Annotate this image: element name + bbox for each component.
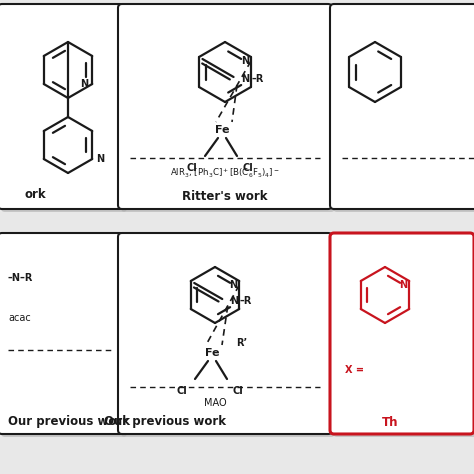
FancyBboxPatch shape <box>333 7 474 212</box>
Text: N: N <box>230 296 238 306</box>
Text: Ritter's work: Ritter's work <box>182 190 268 202</box>
Text: Th: Th <box>382 416 398 428</box>
Text: AlR$_3$, [Ph$_3$C]$^+$[B(C$_6$F$_5$)$_4$]$^-$: AlR$_3$, [Ph$_3$C]$^+$[B(C$_6$F$_5$)$_4$… <box>170 166 280 180</box>
Text: N: N <box>399 280 407 290</box>
Text: N: N <box>229 280 237 290</box>
FancyBboxPatch shape <box>121 7 335 212</box>
Text: N: N <box>241 74 249 84</box>
FancyBboxPatch shape <box>333 236 474 437</box>
Text: N: N <box>80 79 88 89</box>
FancyBboxPatch shape <box>0 4 124 209</box>
FancyBboxPatch shape <box>1 236 127 437</box>
Text: R’: R’ <box>237 338 247 348</box>
Text: –R: –R <box>240 296 252 306</box>
Text: Our previous work: Our previous work <box>104 416 226 428</box>
FancyBboxPatch shape <box>1 7 127 212</box>
FancyBboxPatch shape <box>121 236 335 437</box>
Text: acac: acac <box>8 313 31 323</box>
Text: Cl: Cl <box>243 163 254 173</box>
Text: –R: –R <box>251 74 264 84</box>
Text: Cl: Cl <box>233 386 243 396</box>
Text: Fe: Fe <box>215 125 229 135</box>
Text: MAO: MAO <box>204 398 226 408</box>
FancyBboxPatch shape <box>118 4 332 209</box>
Text: Cl: Cl <box>187 163 197 173</box>
Text: N: N <box>96 154 104 164</box>
Text: ork: ork <box>25 189 46 201</box>
Text: Cl: Cl <box>177 386 187 396</box>
Text: N: N <box>241 56 249 66</box>
Text: –N–R: –N–R <box>8 273 33 283</box>
Text: Fe: Fe <box>205 348 219 358</box>
Text: X =: X = <box>345 365 364 375</box>
FancyBboxPatch shape <box>0 233 124 434</box>
FancyBboxPatch shape <box>330 233 474 434</box>
Text: Our previous work: Our previous work <box>8 416 130 428</box>
FancyBboxPatch shape <box>118 233 332 434</box>
FancyBboxPatch shape <box>330 4 474 209</box>
